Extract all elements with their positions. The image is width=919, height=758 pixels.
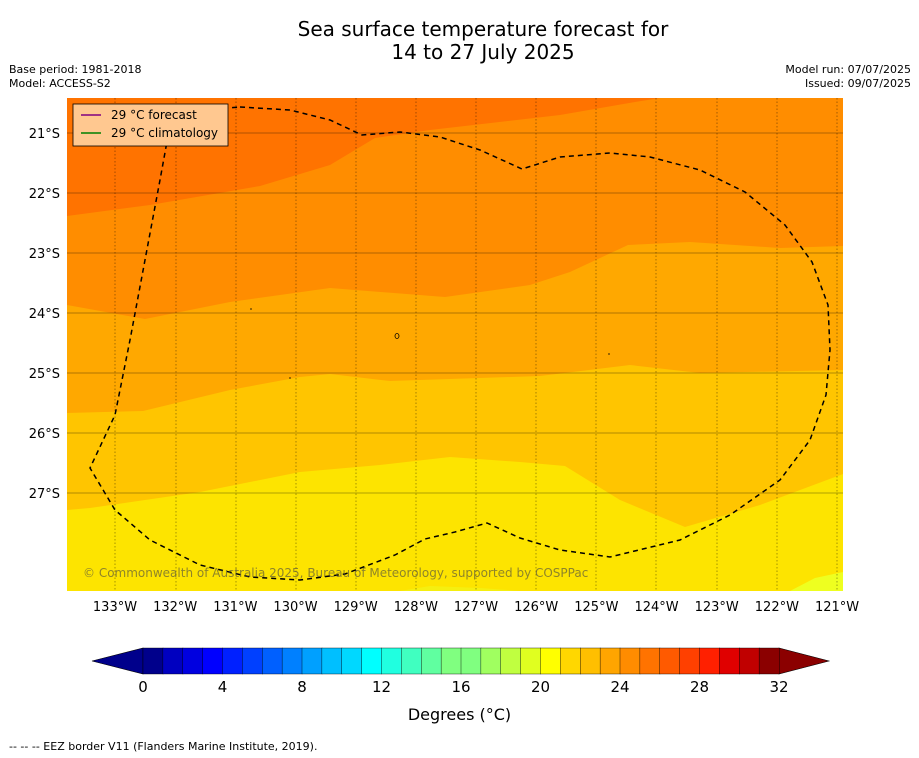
colorbar-segment xyxy=(580,647,601,675)
legend-forecast-label: 29 °C forecast xyxy=(111,108,197,122)
colorbar-segment xyxy=(540,647,561,675)
colorbar-segment xyxy=(699,647,720,675)
colorbar-segment xyxy=(381,647,402,675)
colorbar-segment xyxy=(739,647,760,675)
colorbar-segment xyxy=(341,647,363,675)
colorbar-segment xyxy=(222,647,243,675)
lon-label: 122°W xyxy=(755,600,799,615)
colorbar-segment xyxy=(520,647,541,675)
lat-label: 27°S xyxy=(29,487,60,502)
base-period: Base period: 1981-2018 xyxy=(9,63,142,76)
colorbar-label: Degrees (°C) xyxy=(407,705,512,724)
colorbar-tick: 4 xyxy=(218,678,228,696)
lon-label: 128°W xyxy=(394,600,438,615)
lon-label: 132°W xyxy=(153,600,197,615)
colorbar-tick: 24 xyxy=(610,678,629,696)
eez-border xyxy=(89,106,831,581)
lon-label: 124°W xyxy=(634,600,678,615)
colorbar-segment xyxy=(639,647,661,675)
colorbar-segment xyxy=(321,647,343,675)
colorbar-max-extension xyxy=(778,647,831,675)
colorbar-segment xyxy=(361,647,382,675)
contour-fill-lime xyxy=(790,572,843,591)
lon-label: 125°W xyxy=(574,600,618,615)
colorbar-tick: 20 xyxy=(531,678,550,696)
lon-label: 131°W xyxy=(213,600,257,615)
colorbar-segment xyxy=(281,647,303,675)
colorbar-min-extension xyxy=(91,647,144,675)
colorbar: 0 4 8 12 16 20 24 28 32 xyxy=(91,647,831,696)
contour-fill-lime-2 xyxy=(400,586,520,591)
colorbar-tick: 16 xyxy=(451,678,470,696)
lon-label: 123°W xyxy=(695,600,739,615)
issued-date: Issued: 09/07/2025 xyxy=(804,77,911,90)
colorbar-segment xyxy=(401,647,422,675)
lon-label: 126°W xyxy=(514,600,558,615)
colorbar-segment xyxy=(421,647,442,675)
colorbar-segment xyxy=(719,647,740,675)
colorbar-segment xyxy=(162,647,184,675)
colorbar-tick: 12 xyxy=(372,678,391,696)
meta-left: Base period: 1981-2018 Model: ACCESS-S2 xyxy=(9,63,141,91)
colorbar-segment xyxy=(262,647,283,675)
model-name: Model: ACCESS-S2 xyxy=(9,77,111,90)
legend-climatology-label: 29 °C climatology xyxy=(111,126,218,140)
lat-label: 22°S xyxy=(29,187,60,202)
lat-label: 25°S xyxy=(29,367,60,382)
sst-contour-map: © Commonwealth of Australia 2025, Bureau… xyxy=(67,98,843,591)
colorbar-segment xyxy=(659,647,681,675)
lat-label: 21°S xyxy=(29,127,60,142)
islands xyxy=(250,308,610,379)
colorbar-segment xyxy=(500,647,522,675)
lon-label: 133°W xyxy=(93,600,137,615)
lon-label: 127°W xyxy=(454,600,498,615)
lat-label: 26°S xyxy=(29,427,60,442)
colorbar-segment xyxy=(480,647,502,675)
colorbar-segment xyxy=(440,647,462,675)
colorbar-tick: 28 xyxy=(690,678,709,696)
longitude-labels: 133°W 132°W 131°W 130°W 129°W 128°W 127°W 126°W… xyxy=(93,600,859,615)
grid-lines xyxy=(67,98,843,591)
copyright-notice: © Commonwealth of Australia 2025, Bureau… xyxy=(83,566,588,580)
model-run: Model run: 07/07/2025 xyxy=(785,63,911,76)
lon-label: 121°W xyxy=(815,600,859,615)
colorbar-segment xyxy=(679,647,700,675)
colorbar-segment xyxy=(460,647,482,675)
colorbar-tick: 8 xyxy=(297,678,307,696)
colorbar-tick: 0 xyxy=(138,678,148,696)
colorbar-segment xyxy=(242,647,263,675)
lat-label: 24°S xyxy=(29,307,60,322)
colorbar-segment xyxy=(202,647,223,675)
lon-label: 130°W xyxy=(273,600,317,615)
colorbar-segment xyxy=(301,647,323,675)
lon-label: 129°W xyxy=(334,600,378,615)
colorbar-segment xyxy=(560,647,581,675)
colorbar-segment xyxy=(619,647,641,675)
meta-right: Model run: 07/07/2025 Issued: 09/07/2025 xyxy=(785,63,911,91)
colorbar-segment xyxy=(758,647,780,675)
legend-box: 29 °C forecast 29 °C climatology xyxy=(72,103,229,147)
footer-note: -- -- -- EEZ border V11 (Flanders Marine… xyxy=(9,740,318,753)
colorbar-segment xyxy=(599,647,621,675)
colorbar-tick: 32 xyxy=(769,678,788,696)
lat-label: 23°S xyxy=(29,247,60,262)
chart-title: Sea surface temperature forecast for 14 … xyxy=(0,18,919,64)
colorbar-segment xyxy=(142,647,164,675)
title-line-1: Sea surface temperature forecast for xyxy=(297,17,669,41)
title-line-2: 14 to 27 July 2025 xyxy=(391,40,575,64)
latitude-labels: 21°S 22°S 23°S 24°S 25°S 26°S 27°S xyxy=(29,127,60,502)
colorbar-segment xyxy=(182,647,204,675)
